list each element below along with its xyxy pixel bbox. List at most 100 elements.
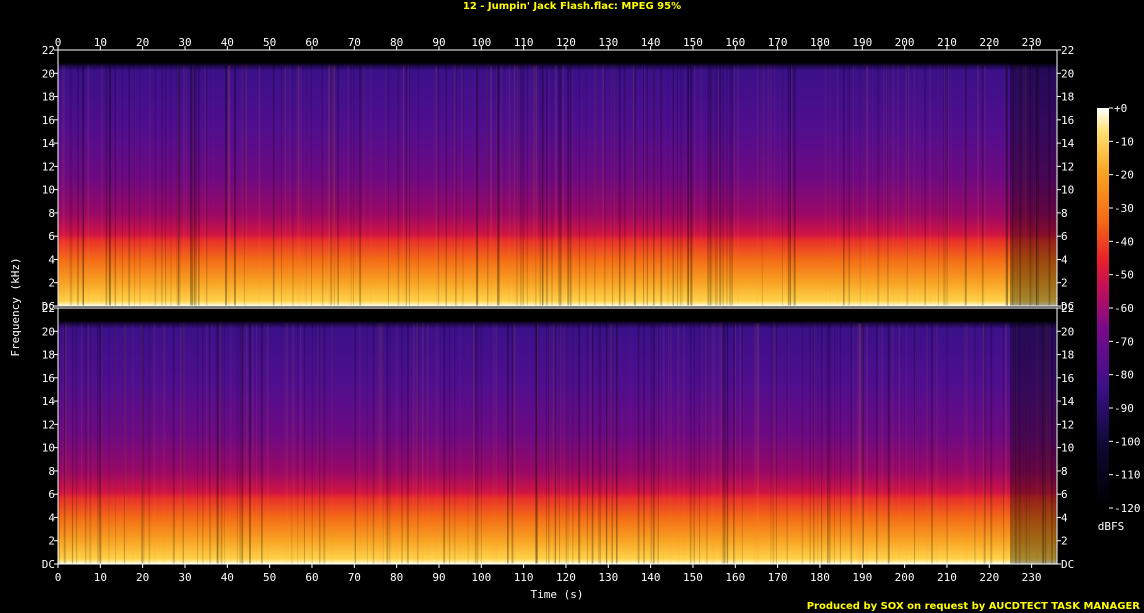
colorbar-tick-label: -20 (1114, 169, 1134, 182)
spectrogram-streak (591, 323, 594, 564)
spectrogram-streak (770, 65, 772, 306)
spectrogram-streak (303, 323, 305, 564)
spectrogram-streak (377, 323, 379, 564)
spectrogram-streak (559, 65, 562, 306)
spectrogram-streak (861, 323, 864, 564)
y-tick-label: 18 (42, 91, 55, 104)
y-tick-label: 4 (1061, 253, 1068, 266)
chart-title: 12 - Jumpin' Jack Flash.flac: MPEG 95% (462, 1, 682, 12)
spectrogram-streak (289, 65, 291, 306)
y-tick-label: 14 (1061, 395, 1075, 408)
spectrogram-streak (539, 65, 541, 306)
spectrogram-streak (436, 323, 438, 564)
y-tick-label: 2 (1061, 535, 1068, 548)
spectrogram-streak (329, 65, 331, 306)
x-tick-label-top: 40 (221, 36, 234, 49)
spectrogram-streak (817, 323, 819, 564)
spectrogram-streak (183, 65, 185, 306)
spectrogram-streak (546, 323, 547, 564)
spectrogram-streak (602, 65, 604, 306)
spectrogram-streak (1036, 65, 1038, 306)
colorbar-tick-label: -60 (1114, 302, 1134, 315)
spectrogram-streak (813, 323, 815, 564)
spectrogram-streak (586, 323, 589, 564)
spectrogram-streak (552, 323, 555, 564)
spectrogram-streak (892, 65, 894, 306)
colorbar-gradient (1097, 108, 1109, 508)
x-tick-label-top: 140 (641, 36, 661, 49)
spectrogram-streak (916, 323, 918, 564)
spectrogram-streak (945, 65, 947, 306)
y-tick-label: 4 (48, 511, 55, 524)
spectrogram-streak (62, 323, 64, 564)
spectrogram-streak (297, 323, 299, 564)
spectrogram-streak (887, 323, 890, 564)
spectrogram-streak (871, 65, 874, 306)
spectrogram-area (58, 50, 1057, 306)
spectrogram-streak (565, 323, 568, 564)
spectrogram-streak (676, 65, 678, 306)
spectrogram-streak (69, 65, 72, 306)
spectrogram-streak (272, 65, 275, 306)
spectrogram-streak (494, 323, 497, 564)
y-tick-label: 14 (42, 395, 56, 408)
spectrogram-streak (944, 65, 946, 306)
spectrogram-streak (926, 323, 928, 564)
spectrogram-streak (141, 323, 143, 564)
x-tick-label-bottom: 170 (768, 571, 788, 584)
x-tick-label-top: 190 (852, 36, 872, 49)
spectrogram-streak (216, 323, 219, 564)
spectrogram-streak (333, 65, 335, 306)
y-tick-label: DC (1061, 300, 1074, 313)
spectrogram-streak (1025, 323, 1028, 564)
spectrogram-streak (261, 323, 263, 564)
spectrogram-streak (108, 323, 110, 564)
spectrogram-streak (555, 65, 557, 306)
spectrogram-streak (244, 65, 245, 306)
spectrogram-streak (228, 65, 230, 306)
spectrogram-streak (435, 323, 437, 564)
spectrogram-streak (334, 65, 335, 306)
spectrogram-streak (513, 65, 516, 306)
spectrogram-streak (422, 323, 424, 564)
spectrogram-streak (89, 323, 92, 564)
y-tick-label: 22 (1061, 44, 1074, 57)
spectrogram-streak (241, 65, 243, 306)
spectrogram-streak (963, 65, 965, 306)
spectrogram-streaks (58, 65, 1051, 306)
spectrogram-streak (977, 65, 979, 306)
colorbar-tick-label: -120 (1114, 502, 1141, 515)
spectrogram-streak (224, 323, 225, 564)
spectrogram-streak (180, 323, 182, 564)
spectrogram-streak (782, 65, 783, 306)
spectrogram-streak (134, 65, 135, 306)
spectrogram-streak (885, 65, 888, 306)
spectrogram-streak (1015, 323, 1017, 564)
x-tick-label-top: 200 (895, 36, 915, 49)
spectrogram-streak (298, 65, 300, 306)
spectrogram-streak (249, 323, 251, 564)
x-tick-label-bottom: 210 (937, 571, 957, 584)
spectrogram-streak (333, 65, 335, 306)
spectrogram-streak (193, 65, 196, 306)
spectrogram-streak (693, 323, 695, 564)
spectrogram-streak (109, 65, 111, 306)
colorbar-tick-label: -50 (1114, 269, 1134, 282)
spectrogram-streak (691, 65, 693, 306)
spectrogram-streak (245, 323, 248, 564)
spectrogram-streaks (58, 323, 1057, 564)
spectrogram-streak (1048, 323, 1051, 564)
spectrogram-streak (638, 323, 640, 564)
spectrogram-streak (837, 65, 839, 306)
spectrogram-streak (891, 323, 894, 564)
spectrogram-streak (311, 65, 312, 306)
spectrogram-streak (542, 65, 544, 306)
spectrogram-streak (946, 65, 948, 306)
spectrogram-streak (517, 65, 519, 306)
spectrogram-streak (513, 65, 516, 306)
spectrogram-streak (115, 323, 116, 564)
spectrogram-streak (165, 65, 167, 306)
spectrogram-streak (382, 323, 384, 564)
spectrogram-streak (493, 323, 494, 564)
spectrogram-streak (473, 323, 475, 564)
